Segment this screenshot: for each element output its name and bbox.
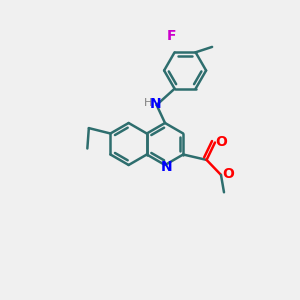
Text: N: N [149, 97, 161, 110]
Text: F: F [167, 29, 176, 43]
Text: O: O [216, 135, 227, 149]
Text: N: N [161, 160, 172, 174]
Text: H: H [143, 98, 152, 109]
Text: O: O [223, 167, 234, 181]
